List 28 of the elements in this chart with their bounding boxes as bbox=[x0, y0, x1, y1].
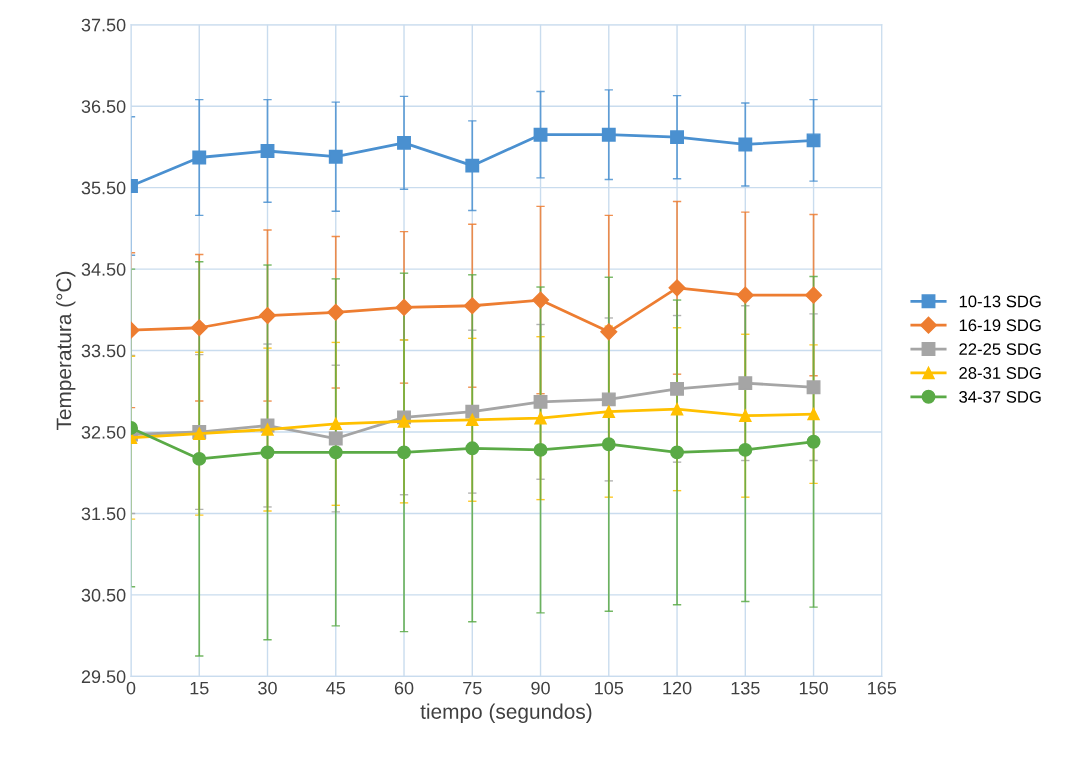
legend-label: 10-13 SDG bbox=[959, 295, 1041, 308]
x-tick-label: 75 bbox=[463, 681, 482, 695]
y-tick-label: 37.50 bbox=[81, 18, 126, 32]
x-tick-label: 15 bbox=[190, 681, 209, 695]
legend-label: 22-25 SDG bbox=[959, 343, 1041, 356]
x-tick-label: 165 bbox=[868, 681, 897, 695]
legend-label: 28-31 SDG bbox=[959, 367, 1041, 379]
y-tick-label: 36.50 bbox=[81, 100, 126, 113]
x-tick-label: 45 bbox=[326, 681, 346, 695]
x-tick-label: 105 bbox=[595, 681, 624, 695]
y-tick-label: 31.50 bbox=[81, 507, 126, 521]
y-axis-title: Temperatura (°C) bbox=[55, 271, 76, 431]
y-tick-label: 33.50 bbox=[81, 344, 126, 358]
x-axis-title: tiempo (segundos) bbox=[420, 703, 592, 724]
x-tick-label: 0 bbox=[126, 681, 136, 695]
x-tick-label: 135 bbox=[731, 681, 760, 695]
x-tick-label: 90 bbox=[531, 681, 550, 695]
y-tick-label: 30.50 bbox=[81, 588, 126, 602]
y-tick-label: 32.50 bbox=[81, 425, 126, 439]
legend-label: 34-37 SDG bbox=[959, 390, 1041, 403]
x-tick-label: 150 bbox=[799, 681, 828, 695]
x-tick-label: 60 bbox=[394, 681, 414, 695]
x-tick-label: 30 bbox=[258, 681, 277, 695]
legend-label: 16-19 SDG bbox=[959, 319, 1041, 332]
x-tick-label: 120 bbox=[663, 681, 692, 695]
y-tick-label: 35.50 bbox=[81, 181, 126, 195]
y-tick-label: 34.50 bbox=[81, 263, 126, 276]
y-tick-label: 29.50 bbox=[81, 670, 126, 684]
